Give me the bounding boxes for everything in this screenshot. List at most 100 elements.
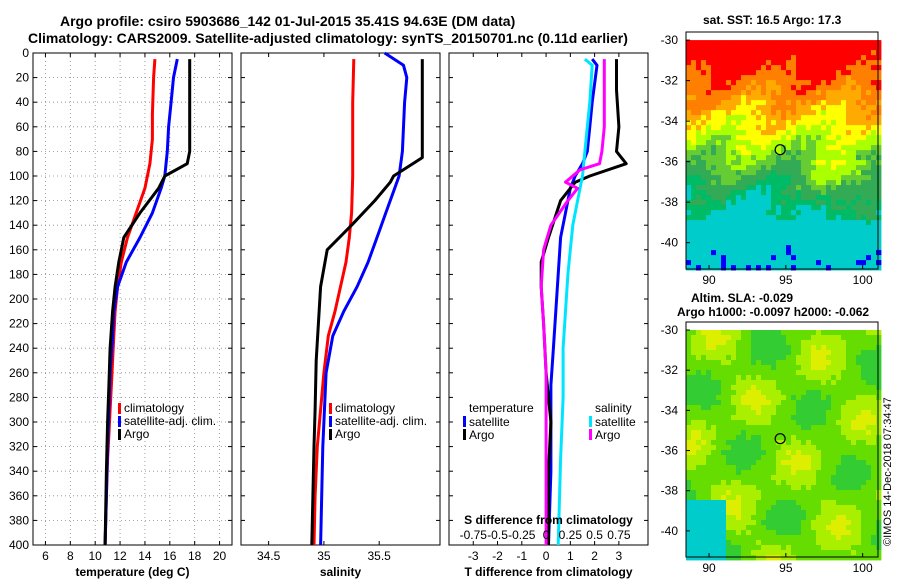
sla-map-cell	[836, 490, 842, 496]
sla-map-cell	[786, 370, 792, 376]
sst-map-cell	[801, 255, 807, 261]
sst-map-cell	[876, 115, 882, 121]
sst-map-cell	[696, 190, 702, 196]
sla-map-cell	[806, 485, 812, 491]
sst-map-cell	[821, 165, 827, 171]
sla-map-cell	[851, 405, 857, 411]
sla-map-cell	[871, 485, 877, 491]
sla-map-cell	[826, 410, 832, 416]
sst-map-cell	[756, 245, 762, 251]
sla-map-cell	[766, 385, 772, 391]
sla-map-cell	[866, 390, 872, 396]
sla-map-cell	[866, 480, 872, 486]
sla-map-cell	[721, 470, 727, 476]
sst-map-cell	[866, 120, 872, 126]
sla-map-cell	[806, 335, 812, 341]
sst-map-cell	[736, 240, 742, 246]
sla-map-cell	[686, 380, 692, 386]
sst-map-cell	[761, 115, 767, 121]
sla-map-cell	[861, 505, 867, 511]
sst-map-cell	[726, 75, 732, 81]
sla-map-cell	[691, 425, 697, 431]
sst-map-cell	[816, 135, 822, 141]
sst-map-cell	[741, 230, 747, 236]
sla-map-cell	[806, 465, 812, 471]
sst-map-cell	[786, 65, 792, 71]
sst-map-cell	[831, 160, 837, 166]
sst-map-cell	[706, 105, 712, 111]
sst-map-cell	[786, 185, 792, 191]
sst-map-cell	[856, 260, 862, 266]
sla-map-cell	[801, 395, 807, 401]
sst-map-cell	[756, 195, 762, 201]
sst-map-cell	[741, 175, 747, 181]
sst-map-cell	[716, 205, 722, 211]
sla-map-cell	[841, 525, 847, 531]
sst-map-cell	[786, 80, 792, 86]
sla-map-cell	[776, 415, 782, 421]
sla-map-cell	[691, 405, 697, 411]
sst-map-cell	[731, 60, 737, 66]
sst-map-cell	[726, 105, 732, 111]
sla-map-cell	[826, 520, 832, 526]
sst-map-cell	[821, 155, 827, 161]
sst-map-cell	[761, 40, 767, 46]
sla-map-cell	[716, 490, 722, 496]
sla-map-cell	[851, 390, 857, 396]
sla-map-cell	[816, 515, 822, 521]
sst-map-cell	[801, 110, 807, 116]
sla-map-cell	[716, 330, 722, 336]
sla-map-cell	[811, 495, 817, 501]
sst-map-cell	[876, 230, 882, 236]
sla-map-cell	[811, 335, 817, 341]
sla-map-cell	[726, 455, 732, 461]
sla-map-cell	[826, 505, 832, 511]
sla-map-cell	[691, 445, 697, 451]
sla-map-cell	[761, 340, 767, 346]
sst-map-cell	[776, 125, 782, 131]
sst-map-cell	[756, 125, 762, 131]
sla-map-cell	[756, 405, 762, 411]
sst-map-cell	[831, 95, 837, 101]
sst-map-cell	[746, 170, 752, 176]
sla-map-cell	[841, 520, 847, 526]
sla-map-cell	[726, 420, 732, 426]
sst-map-cell	[776, 55, 782, 61]
sla-map-cell	[741, 430, 747, 436]
sla-map-cell	[861, 470, 867, 476]
sla-map-cell	[831, 485, 837, 491]
sla-map-cell	[866, 330, 872, 336]
sla-map-cell	[851, 375, 857, 381]
sla-map-cell	[796, 410, 802, 416]
sla-map-cell	[736, 480, 742, 486]
sst-map-cell	[716, 120, 722, 126]
sst-map-cell	[691, 245, 697, 251]
sla-map-cell	[781, 545, 787, 551]
sst-map-cell	[756, 155, 762, 161]
sst-map-cell	[831, 65, 837, 71]
sla-map-cell	[836, 530, 842, 536]
sst-map-cell	[736, 65, 742, 71]
sst-map-cell	[706, 235, 712, 241]
sla-map-cell	[806, 415, 812, 421]
sla-map-cell	[756, 450, 762, 456]
sst-map-cell	[701, 80, 707, 86]
sla-map-cell	[716, 520, 722, 526]
sla-map-cell	[726, 470, 732, 476]
difference-xlabel: T difference from climatology	[464, 565, 632, 579]
sst-map-cell	[831, 200, 837, 206]
sla-map-cell	[746, 555, 752, 561]
sst-map-cell	[716, 230, 722, 236]
sst-map-cell	[726, 40, 732, 46]
sst-map-frame	[685, 31, 879, 270]
sst-map-cell	[736, 95, 742, 101]
sla-map-cell	[706, 480, 712, 486]
sst-map-cell	[786, 175, 792, 181]
sla-map-cell	[776, 335, 782, 341]
sla-map-cell	[766, 410, 772, 416]
sla-map-cell	[781, 355, 787, 361]
sla-map-cell	[721, 395, 727, 401]
sst-map-cell	[841, 125, 847, 131]
sla-map-cell	[776, 330, 782, 336]
sla-map-cell	[876, 520, 882, 526]
